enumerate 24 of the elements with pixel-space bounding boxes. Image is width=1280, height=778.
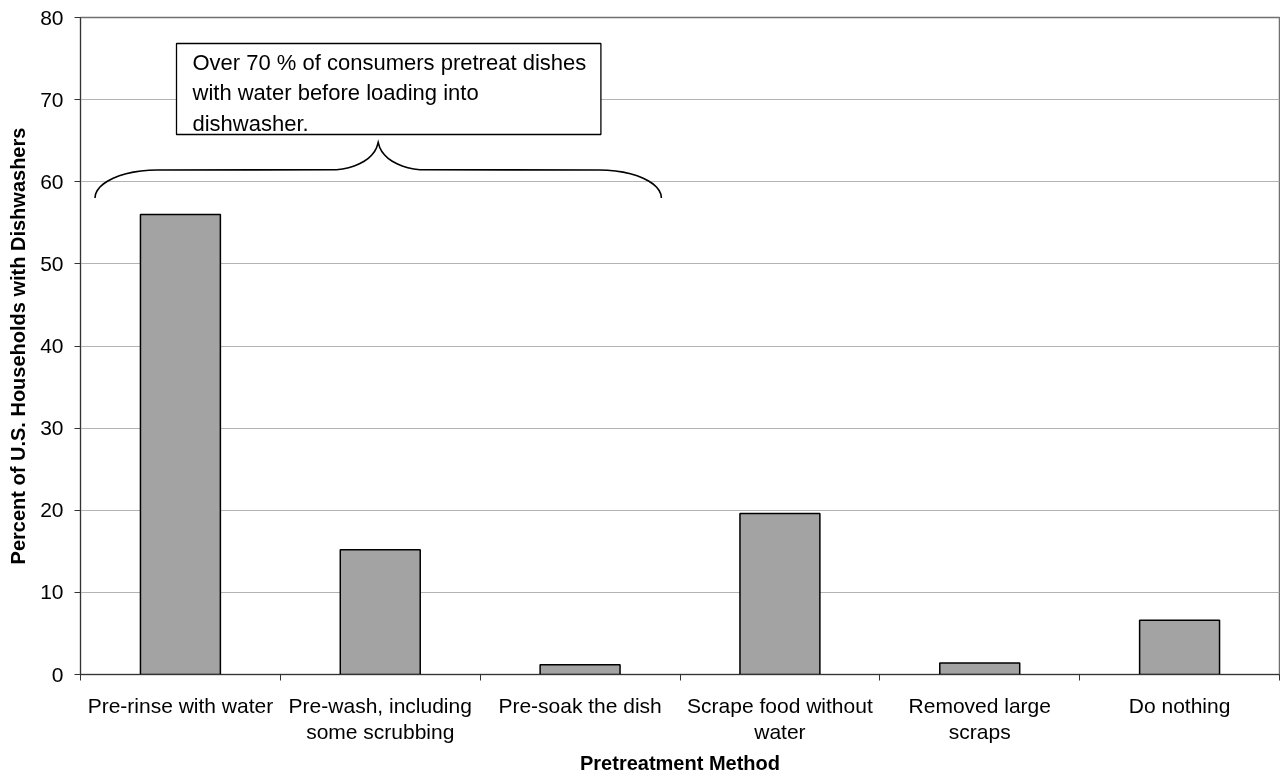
bar: [139, 213, 222, 675]
x-axis-title: Pretreatment Method: [579, 752, 781, 775]
y-tick-label: 40: [40, 334, 64, 357]
y-tick-label: 20: [40, 498, 64, 522]
bar: [1138, 619, 1221, 675]
bar: [539, 663, 621, 675]
y-tick-label: 10: [40, 580, 64, 604]
y-axis-title: Percent of U.S. Households with Dishwashers: [7, 127, 30, 565]
annotation: Over 70 % of consumers pretreat dishes with water before loading into dishwasher.: [191, 49, 587, 136]
y-tick-label: 50: [40, 251, 64, 275]
bar: [339, 548, 421, 675]
y-tick-label: 80: [40, 5, 64, 29]
bar: [739, 512, 821, 675]
x-tick-label: Do nothing: [1128, 693, 1231, 717]
x-tick-label: Pre-soak the dish: [498, 693, 662, 717]
y-tick-label: 60: [40, 169, 64, 193]
x-tick-label: Pre-rinse with water: [87, 693, 274, 717]
y-tick-label: 30: [40, 416, 64, 440]
bar: [939, 662, 1021, 675]
x-tick-label: Pre-wash, including some scrubbing: [288, 693, 472, 744]
y-tick-label: 70: [40, 87, 64, 111]
y-tick-label: 0: [51, 662, 64, 686]
x-tick-label: Scrape food without water: [687, 693, 873, 744]
x-tick-label: Removed large scraps: [908, 693, 1051, 744]
